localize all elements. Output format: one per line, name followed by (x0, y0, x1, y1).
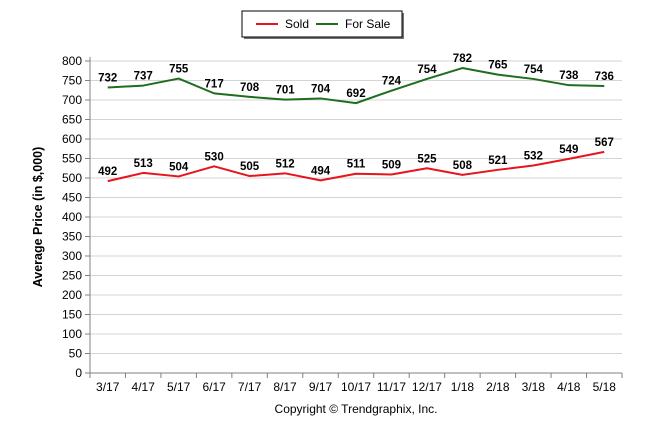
for-sale-data-label: 704 (311, 83, 331, 95)
y-tick-label: 800 (62, 54, 82, 68)
sold-data-label: 530 (205, 151, 224, 163)
y-tick-label: 500 (62, 171, 82, 185)
sold-data-label: 494 (311, 165, 331, 177)
sold-data-label: 567 (595, 137, 614, 149)
for-sale-data-label: 708 (240, 82, 260, 94)
sold-data-label: 549 (559, 144, 578, 156)
y-axis-ticks: 0 50 100 150 200 250 300 350 400 450 500 550 600 650 7… (62, 54, 90, 380)
for-sale-series-line (107, 67, 605, 105)
x-tick-label: 4/18 (557, 380, 581, 394)
x-tick-label: 3/18 (522, 380, 546, 394)
gridlines (90, 60, 622, 354)
data-labels: 492 513 504 530 505 512 494 511 509 525 508 521 532 5… (98, 53, 614, 178)
copyright-credit: Copyright © Trendgraphix, Inc. (275, 402, 438, 416)
y-tick-label: 250 (62, 269, 82, 283)
sold-data-label: 492 (98, 166, 117, 178)
for-sale-data-label: 717 (205, 78, 224, 90)
sold-data-label: 508 (453, 160, 473, 172)
y-tick-label: 550 (62, 152, 82, 166)
x-axis-ticks: 3/17 4/17 5/17 6/17 7/17 8/17 9/17 10/17 11/17 12… (89, 373, 623, 394)
for-sale-data-label: 765 (488, 60, 508, 72)
for-sale-data-label: 754 (524, 64, 544, 76)
x-tick-label: 9/17 (309, 380, 333, 394)
x-tick-label: 6/17 (202, 380, 226, 394)
y-tick-label: 350 (62, 230, 82, 244)
y-tick-label: 200 (62, 288, 82, 302)
sold-data-label: 532 (524, 151, 543, 163)
x-tick-label: 1/18 (451, 380, 475, 394)
sold-data-label: 511 (347, 159, 366, 171)
sold-data-label: 513 (134, 158, 153, 170)
y-tick-label: 700 (62, 93, 82, 107)
x-tick-label: 12/17 (412, 380, 442, 394)
y-tick-label: 450 (62, 191, 82, 205)
sold-data-label: 525 (417, 153, 437, 165)
for-sale-data-label: 754 (417, 64, 437, 76)
for-sale-data-label: 701 (275, 85, 295, 97)
x-tick-label: 10/17 (341, 380, 371, 394)
legend-sold-label: Sold (285, 17, 309, 31)
y-tick-label: 50 (69, 347, 83, 361)
sold-data-label: 509 (382, 159, 401, 171)
legend-for-sale-label: For Sale (345, 17, 391, 31)
y-tick-label: 600 (62, 132, 82, 146)
for-sale-data-label: 724 (382, 76, 402, 88)
for-sale-data-label: 692 (346, 88, 365, 100)
for-sale-data-label: 737 (134, 71, 153, 83)
sold-data-label: 504 (169, 161, 189, 173)
series-lines (107, 67, 605, 183)
for-sale-data-label: 755 (169, 64, 189, 76)
legend: Sold For Sale (241, 10, 404, 39)
x-tick-label: 3/17 (96, 380, 120, 394)
sold-data-label: 505 (240, 161, 260, 173)
y-tick-label: 400 (62, 210, 82, 224)
x-tick-label: 5/17 (167, 380, 191, 394)
x-tick-label: 5/18 (593, 380, 617, 394)
sold-data-label: 512 (275, 158, 294, 170)
y-tick-label: 150 (62, 308, 82, 322)
x-tick-label: 4/17 (132, 380, 156, 394)
for-sale-data-label: 782 (453, 53, 472, 65)
y-tick-label: 0 (75, 366, 82, 380)
y-tick-label: 650 (62, 113, 82, 127)
for-sale-data-label: 732 (98, 73, 117, 85)
x-tick-label: 11/17 (377, 380, 406, 394)
for-sale-data-label: 738 (559, 70, 579, 82)
sold-data-label: 521 (488, 155, 508, 167)
y-tick-label: 300 (62, 249, 82, 263)
x-tick-label: 2/18 (486, 380, 510, 394)
y-axis-title: Average Price (in $,000) (31, 147, 45, 288)
sold-series-line (107, 150, 605, 183)
axes (89, 57, 622, 374)
y-tick-label: 750 (62, 74, 82, 88)
for-sale-data-label: 736 (595, 71, 614, 83)
y-tick-label: 100 (62, 327, 82, 341)
x-tick-label: 8/17 (273, 380, 297, 394)
x-tick-label: 7/17 (238, 380, 262, 394)
